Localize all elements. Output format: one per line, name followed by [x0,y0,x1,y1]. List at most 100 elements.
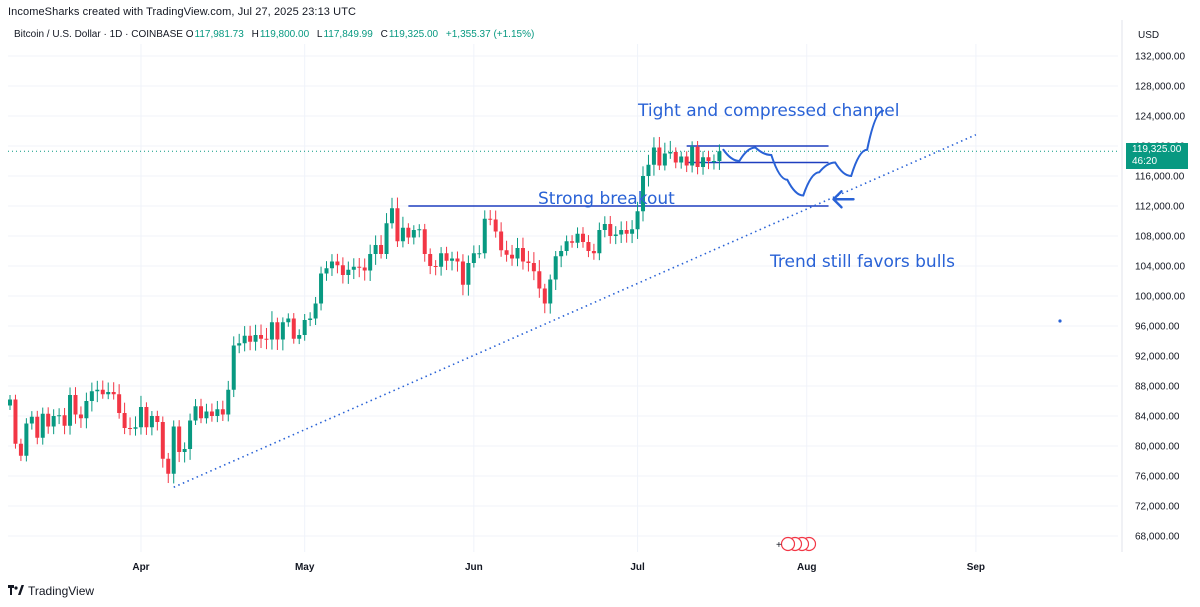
price-tick-label: 72,000.00 [1135,502,1180,513]
price-tick-label: 116,000.00 [1135,172,1185,183]
candle-body [373,245,378,254]
candle-body [209,411,214,416]
last-price-value: 119,325.00 [1132,144,1182,155]
candle-body [269,322,274,340]
candle-body [493,219,498,232]
candlesticks [8,136,722,484]
candle-body [13,399,18,444]
candle-body [499,231,504,251]
candle-body [515,248,520,259]
candle-body [242,335,247,344]
annotation-texts: Tight and compressed channel Strong break… [538,101,955,272]
annotation-label: Trend still favors bulls [769,252,955,272]
tradingview-brand[interactable]: TradingView [8,584,94,598]
candle-body [668,152,673,154]
candle-body [275,322,280,340]
candle-body [482,218,487,254]
candle-body [357,266,362,268]
candle-body [198,406,203,419]
time-tick-label: Sep [967,562,985,573]
candle-body [466,263,471,285]
candle-body [580,233,585,242]
open-value: 117,981.73 [194,29,244,40]
currency-label: USD [1138,30,1160,41]
candle-body [286,318,291,323]
time-tick-label: Jun [465,562,483,573]
candle-body [537,271,542,289]
candle-body [149,416,154,428]
projection-curve [722,109,885,197]
ohlc-legend: Bitcoin / U.S. Dollar · 1D · COINBASE O1… [14,29,534,40]
candle-body [608,224,613,236]
candle-body [526,261,531,263]
candle-body [641,176,646,212]
candle-body [444,253,449,261]
candle-body [226,389,231,415]
price-tick-label: 68,000.00 [1135,532,1180,543]
candle-body [395,208,400,242]
candle-body [138,407,143,428]
uptrend-line [173,134,977,488]
candle-body [193,406,198,421]
candle-body [455,258,460,262]
candle-body [439,253,444,267]
candle-body [586,242,591,251]
price-tick-label: 128,000.00 [1135,82,1185,93]
candle-body [324,268,329,274]
candle-body [46,413,51,427]
open-label: O [185,29,194,40]
candle-body [613,234,618,236]
high-label: H [251,29,259,40]
last-price-badge: 119,325.00 46:20 [1126,143,1188,169]
price-tick-label: 104,000.00 [1135,262,1185,273]
close-value: 119,325.00 [388,29,439,40]
candle-body [597,230,602,254]
candle-body [417,229,422,231]
price-tick-label: 92,000.00 [1135,352,1180,363]
price-tick-label: 80,000.00 [1135,442,1180,453]
candle-body [488,218,493,220]
candle-body [564,241,569,251]
candle-body [35,416,40,438]
candle-body [18,443,23,456]
candle-body [575,233,580,243]
candle-body [646,164,651,176]
candle-body [510,254,515,259]
candle-body [635,211,640,230]
candle-body [619,230,624,235]
symbol-label[interactable]: Bitcoin / U.S. Dollar · 1D · COINBASE [14,29,183,40]
candle-body [335,261,340,266]
candle-body [520,248,525,262]
candle-body [389,208,394,224]
candle-body [542,288,547,304]
candle-body [73,395,78,415]
candle-body [68,395,73,426]
event-flag-icon [780,536,796,552]
change-value: +1,355.37 (+1.15%) [445,29,535,40]
time-tick-label: Aug [797,562,816,573]
candle-body [62,415,67,426]
candle-body [548,279,553,304]
candle-body [89,391,94,401]
candle-body [711,161,716,162]
candle-body [237,343,242,346]
drawn-levels [8,145,1118,207]
candle-body [368,254,373,271]
tradingview-logo-icon [8,585,24,597]
candle-body [477,253,482,255]
candle-body [531,263,536,272]
candle-body [717,151,722,161]
candle-body [95,389,100,392]
candle-body [220,409,225,415]
annotation-drawings: + [173,109,1062,552]
candle-body [302,320,307,335]
price-tick-label: 84,000.00 [1135,412,1180,423]
candle-body [471,253,476,263]
chart-attribution: IncomeSharks created with TradingView.co… [8,6,357,18]
price-tick-label: 132,000.00 [1135,52,1185,63]
candle-body [264,338,269,340]
time-tick-label: Apr [132,562,149,573]
candle-body [684,156,689,166]
candle-body [106,392,111,395]
